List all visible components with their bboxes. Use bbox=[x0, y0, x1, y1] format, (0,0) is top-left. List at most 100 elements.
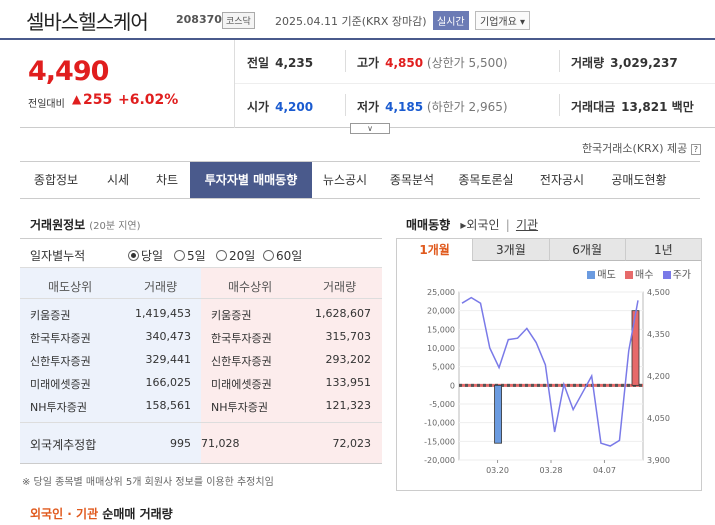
buy-broker-volume: 315,703 bbox=[325, 330, 372, 343]
sell-bar bbox=[494, 384, 502, 444]
plot-area bbox=[458, 291, 644, 461]
volume: 거래량 3,029,237 bbox=[571, 56, 678, 70]
header-sell-top: 매도상위 bbox=[48, 280, 93, 294]
radio-20day[interactable]: 20일 bbox=[216, 247, 255, 264]
period-tabs: 1개월 3개월 6개월 1년 bbox=[397, 239, 701, 261]
company-info-dropdown[interactable]: 기업개요 ▾ bbox=[475, 11, 530, 30]
header-buy-top: 매수상위 bbox=[228, 280, 273, 294]
footnote: ※ 당일 종목별 매매상위 5개 회원사 정보를 이용한 추정치임 bbox=[22, 477, 274, 488]
tab-4[interactable]: 뉴스공시 bbox=[322, 173, 368, 187]
x-tick-label: 04.07 bbox=[593, 466, 616, 475]
tab-5[interactable]: 종목분석 bbox=[389, 173, 435, 187]
trade-amount: 거래대금 13,821 백만 bbox=[571, 100, 694, 114]
left-tick-label: 10,000 bbox=[427, 344, 455, 353]
sell-broker-name[interactable]: 미래에셋증권 bbox=[30, 378, 91, 391]
market-badge: 코스닥 bbox=[222, 12, 255, 29]
low-price: 저가 4,185 (하한가 2,965) bbox=[357, 100, 508, 114]
radio-60day[interactable]: 60일 bbox=[263, 247, 302, 264]
sell-broker-volume: 158,561 bbox=[145, 399, 192, 412]
up-arrow-icon: ▲ bbox=[72, 92, 82, 106]
quote-panel: 4,490 전일대비 ▲ 255 +6.02% 전일 4,235 고가 4,850 … bbox=[20, 40, 715, 128]
broker-title: 거래원정보 (20분 지연) bbox=[30, 218, 141, 232]
sell-broker-name[interactable]: 신한투자증권 bbox=[30, 355, 91, 368]
price-line bbox=[461, 296, 639, 447]
radio-5day[interactable]: 5일 bbox=[174, 247, 206, 264]
buy-broker-name[interactable]: 신한투자증권 bbox=[211, 355, 272, 368]
tab-0[interactable]: 종합정보 bbox=[33, 173, 79, 187]
tab-7[interactable]: 전자공시 bbox=[539, 173, 585, 187]
buy-broker-name[interactable]: 한국투자증권 bbox=[211, 332, 272, 345]
buy-broker-volume: 1,628,607 bbox=[315, 307, 371, 320]
buy-broker-name[interactable]: 미래에셋증권 bbox=[211, 378, 272, 391]
buy-bar bbox=[631, 310, 640, 386]
foreign-sell: 995 bbox=[170, 437, 191, 450]
high-price: 고가 4,850 (상한가 5,500) bbox=[357, 56, 508, 70]
expand-chevron-icon[interactable]: ∨ bbox=[350, 123, 390, 134]
sell-broker-name[interactable]: 한국투자증권 bbox=[30, 332, 91, 345]
trend-title: 매매동향 ▸외국인 | 기관 bbox=[406, 218, 539, 232]
x-tick-label: 03.20 bbox=[486, 466, 509, 475]
prev-close: 전일 4,235 bbox=[247, 56, 314, 70]
change-label: 전일대비 bbox=[28, 99, 65, 110]
tab-3[interactable]: 투자자별 매매동향 bbox=[190, 162, 312, 198]
option-separator: | bbox=[505, 218, 510, 232]
trend-chart-box: 1개월 3개월 6개월 1년 매도 매수 주가 25,000 20,000 15,000 1… bbox=[396, 238, 702, 491]
buy-broker-volume: 133,951 bbox=[325, 376, 372, 389]
period-tab-1[interactable]: 3개월 bbox=[472, 239, 549, 261]
sell-broker-name[interactable]: NH투자증권 bbox=[30, 401, 87, 414]
sell-broker-volume: 340,473 bbox=[145, 330, 192, 343]
left-tick-label: 20,000 bbox=[427, 307, 455, 316]
buy-broker-volume: 121,323 bbox=[325, 399, 372, 412]
buy-broker-name[interactable]: 키움증권 bbox=[211, 309, 252, 322]
foreign-buy: 72,023 bbox=[332, 437, 372, 450]
tab-1[interactable]: 시세 bbox=[106, 173, 130, 187]
period-tab-3[interactable]: 1년 bbox=[624, 239, 701, 261]
realtime-button[interactable]: 실시간 bbox=[433, 11, 469, 30]
stock-header: 셀바스헬스케어 208370 코스닥 2025.04.11 기준(KRX 장마감… bbox=[0, 0, 715, 40]
right-tick-label: 4,500 bbox=[647, 288, 670, 297]
option-foreign[interactable]: ▸외국인 bbox=[460, 218, 500, 232]
period-tab-2[interactable]: 6개월 bbox=[548, 239, 625, 261]
trend-chart: 25,000 20,000 15,000 10,000 5,000 0 -5,000 -10,… bbox=[424, 288, 670, 475]
sell-broker-name[interactable]: 키움증권 bbox=[30, 309, 71, 322]
accumulation-bar: 일자별누적 당일 5일 20일 60일 bbox=[20, 238, 382, 268]
data-source: 한국거래소(KRX) 제공 ? bbox=[582, 140, 701, 156]
left-tick-label: 0 bbox=[450, 381, 455, 390]
tab-2[interactable]: 차트 bbox=[155, 173, 179, 187]
stock-code: 208370 bbox=[176, 13, 222, 26]
right-tick-label: 4,050 bbox=[647, 414, 670, 423]
left-tick-label: -20,000 bbox=[424, 456, 455, 465]
period-tab-0[interactable]: 1개월 bbox=[397, 239, 473, 261]
sell-broker-volume: 1,419,453 bbox=[135, 307, 191, 320]
left-tick-label: 25,000 bbox=[427, 288, 455, 297]
chart-legend: 매도 매수 주가 bbox=[581, 266, 691, 281]
stock-name: 셀바스헬스케어 bbox=[26, 10, 149, 34]
legend-price-swatch bbox=[662, 271, 671, 279]
change-amount: 255 bbox=[83, 92, 113, 108]
radio-today[interactable]: 당일 bbox=[128, 247, 163, 264]
right-tick-label: 4,350 bbox=[647, 330, 670, 339]
buy-broker-volume: 293,202 bbox=[325, 353, 372, 366]
tab-6[interactable]: 종목토론실 bbox=[458, 173, 514, 187]
quote-row-2: 시가 4,200 저가 4,185 (하한가 2,965) 거래대금 13,821 백… bbox=[235, 84, 715, 128]
left-tick-label: 15,000 bbox=[427, 325, 455, 334]
right-tick-label: 4,200 bbox=[647, 372, 670, 381]
legend-buy-swatch bbox=[625, 271, 633, 279]
help-icon[interactable]: ? bbox=[690, 144, 701, 155]
foreign-mid: 71,028 bbox=[201, 437, 240, 450]
option-institution[interactable]: 기관 bbox=[515, 218, 539, 232]
main-tabs: 종합정보 시세 차트 투자자별 매매동향 뉴스공시 종목분석 종목토론실 전자공시 공매도현황 bbox=[20, 161, 700, 199]
quote-row-1: 전일 4,235 고가 4,850 (상한가 5,500) 거래량 3,029,237 bbox=[235, 40, 715, 84]
sell-broker-volume: 329,441 bbox=[145, 353, 192, 366]
header-buy-volume: 거래량 bbox=[323, 280, 357, 294]
left-tick-label: -10,000 bbox=[424, 419, 455, 428]
current-price: 4,490 bbox=[28, 56, 109, 87]
tab-8[interactable]: 공매도현황 bbox=[611, 173, 667, 187]
left-tick-label: -5,000 bbox=[429, 400, 455, 409]
open-price: 시가 4,200 bbox=[247, 100, 314, 114]
net-trade-title: 외국인 · 기관 순매매 거래량 bbox=[30, 507, 173, 521]
legend-sell-swatch bbox=[587, 271, 596, 279]
left-tick-label: -15,000 bbox=[424, 437, 455, 446]
header-sell-volume: 거래량 bbox=[144, 280, 178, 294]
buy-broker-name[interactable]: NH투자증권 bbox=[211, 401, 268, 414]
